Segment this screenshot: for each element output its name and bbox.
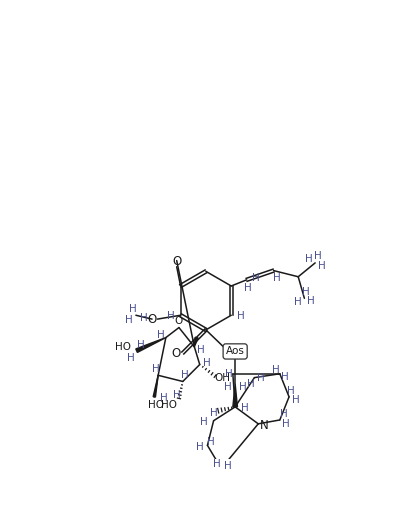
Text: H: H	[140, 313, 147, 322]
Text: H: H	[210, 408, 217, 418]
Text: HO: HO	[115, 342, 131, 352]
Text: H: H	[160, 393, 168, 404]
Text: H: H	[237, 311, 245, 321]
Text: H: H	[241, 404, 248, 413]
Text: O: O	[171, 347, 180, 360]
Text: H: H	[223, 382, 231, 392]
Text: H: H	[207, 437, 214, 447]
Text: H: H	[213, 459, 221, 469]
Text: O: O	[175, 316, 183, 327]
Polygon shape	[233, 384, 237, 407]
Text: OH: OH	[215, 374, 231, 383]
Polygon shape	[194, 337, 198, 347]
Text: H: H	[197, 345, 205, 355]
Text: H: H	[273, 273, 280, 283]
Text: H: H	[196, 442, 204, 452]
Text: H: H	[318, 261, 326, 271]
Text: H: H	[252, 272, 260, 283]
Text: O: O	[147, 313, 157, 326]
Text: H: H	[292, 395, 300, 405]
Text: HO: HO	[148, 399, 164, 410]
Text: H: H	[281, 372, 289, 382]
Text: O: O	[172, 255, 182, 268]
Text: H: H	[127, 352, 134, 363]
Text: H: H	[258, 373, 265, 383]
Text: H: H	[247, 379, 254, 389]
Polygon shape	[153, 375, 158, 397]
Text: H: H	[244, 283, 252, 293]
Text: N: N	[260, 419, 269, 432]
Text: H: H	[272, 365, 280, 375]
Text: H: H	[157, 330, 164, 340]
Text: H: H	[302, 287, 310, 297]
Text: H: H	[225, 369, 233, 379]
Text: H: H	[129, 304, 137, 314]
Text: H: H	[173, 390, 181, 400]
Text: HO: HO	[161, 399, 177, 410]
Text: H: H	[223, 461, 231, 471]
Text: H: H	[181, 370, 189, 380]
Text: H: H	[307, 296, 315, 305]
Text: H: H	[282, 419, 290, 429]
Polygon shape	[136, 337, 166, 352]
Text: H: H	[167, 311, 175, 321]
Text: H: H	[152, 364, 160, 374]
Text: H: H	[125, 315, 133, 325]
Text: H: H	[293, 297, 301, 307]
Text: H: H	[201, 417, 208, 427]
Text: H: H	[314, 251, 322, 261]
Text: H: H	[305, 254, 313, 264]
Text: H: H	[203, 358, 210, 368]
Text: H: H	[239, 382, 247, 392]
Text: Aos: Aos	[226, 346, 245, 357]
Text: H: H	[137, 340, 145, 349]
Text: H: H	[280, 409, 287, 419]
Text: H: H	[287, 386, 295, 396]
